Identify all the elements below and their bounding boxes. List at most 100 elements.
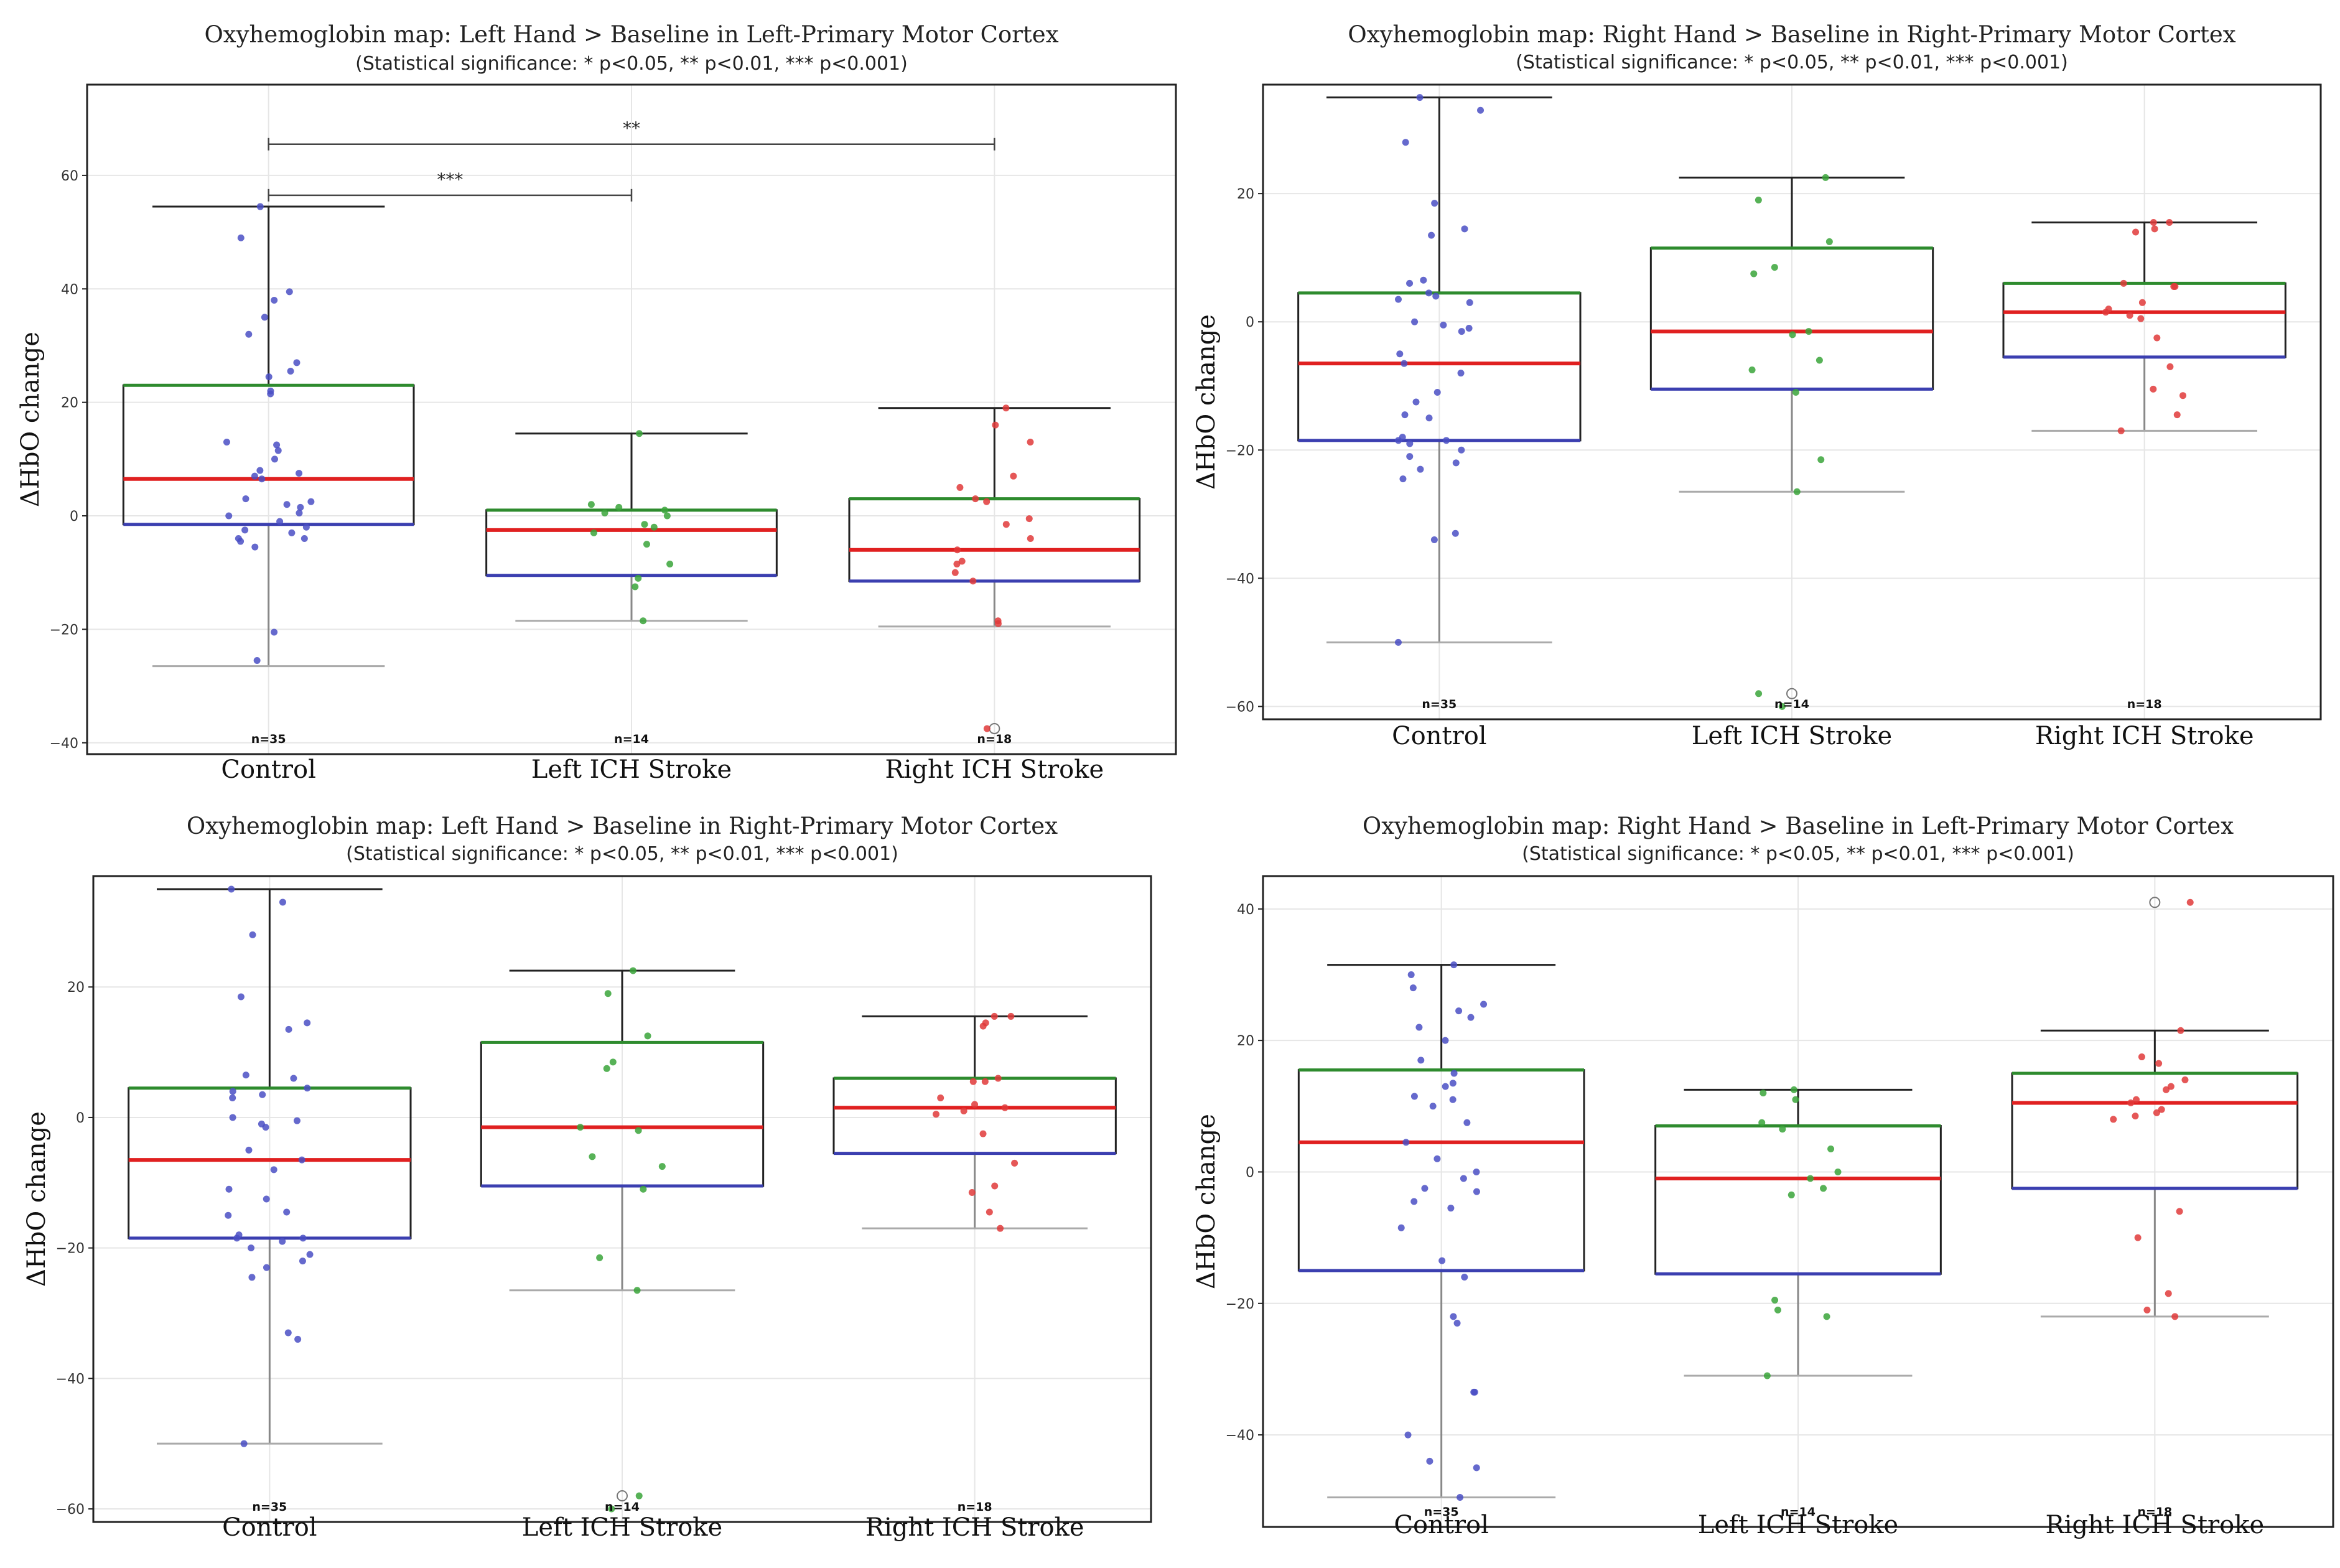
data-point xyxy=(294,1335,302,1343)
data-point xyxy=(1817,456,1825,464)
data-point xyxy=(1470,1388,1478,1396)
data-point xyxy=(284,1329,292,1337)
data-point xyxy=(997,1225,1004,1232)
y-axis-label: ΔHbO change xyxy=(16,332,45,507)
data-point xyxy=(259,1091,266,1098)
data-point xyxy=(1410,1198,1418,1205)
data-point xyxy=(650,523,658,531)
category-label: Right ICH Stroke xyxy=(885,755,1104,784)
chart-subtitle: (Statistical significance: * p<0.05, ** … xyxy=(355,53,908,75)
data-point xyxy=(1412,398,1420,406)
data-point xyxy=(276,518,284,525)
n-label: n=35 xyxy=(252,1500,287,1514)
data-point xyxy=(608,1505,615,1513)
data-point xyxy=(237,993,245,1001)
data-point xyxy=(1007,1012,1015,1020)
n-label: n=18 xyxy=(2137,1505,2172,1519)
data-point xyxy=(1428,231,1435,239)
data-point xyxy=(1404,1431,1412,1439)
data-point xyxy=(299,1234,307,1242)
chart-subtitle: (Statistical significance: * p<0.05, ** … xyxy=(1522,843,2074,865)
data-point xyxy=(1460,1175,1467,1182)
data-point xyxy=(658,1163,666,1170)
box-2 xyxy=(485,432,778,622)
box-3 xyxy=(832,1015,1117,1230)
data-point xyxy=(2186,898,2194,906)
data-point xyxy=(2138,299,2146,306)
significance-label: *** xyxy=(437,169,463,190)
data-point xyxy=(2132,1113,2139,1120)
data-point xyxy=(299,1258,306,1265)
category-label: Control xyxy=(221,755,316,784)
data-point xyxy=(270,1166,277,1174)
data-point xyxy=(991,1012,998,1020)
data-point xyxy=(1793,488,1801,495)
data-point xyxy=(635,430,643,437)
data-point xyxy=(2102,309,2109,316)
data-point xyxy=(971,1101,979,1108)
data-point xyxy=(1758,1119,1766,1126)
data-point xyxy=(1010,472,1017,480)
data-point xyxy=(1407,971,1415,978)
data-point xyxy=(1402,1139,1410,1146)
data-point xyxy=(1458,328,1465,335)
data-point xyxy=(1394,296,1402,303)
data-point xyxy=(2171,1313,2179,1320)
data-point xyxy=(603,1065,610,1072)
data-point xyxy=(972,495,979,503)
data-point xyxy=(1416,94,1424,101)
significance-bracket: *** xyxy=(268,169,633,202)
y-axis-label: ΔHbO change xyxy=(1192,1114,1221,1289)
data-point xyxy=(297,503,304,511)
data-point xyxy=(1401,360,1408,367)
box-1 xyxy=(1297,964,1585,1498)
data-point xyxy=(1001,1104,1009,1111)
data-point xyxy=(986,1208,993,1216)
data-point xyxy=(1805,328,1812,335)
data-point xyxy=(2153,334,2161,342)
data-point xyxy=(279,898,286,906)
chart-panel-right-hand-right-m1: Oxyhemoglobin map: Right Hand > Baseline… xyxy=(1176,0,2339,784)
n-label: n=18 xyxy=(958,1500,992,1514)
data-point xyxy=(960,1107,967,1114)
data-point xyxy=(601,509,608,516)
data-point xyxy=(304,1019,311,1027)
data-point xyxy=(1425,289,1432,297)
boxplot-svg: Oxyhemoglobin map: Right Hand > Baseline… xyxy=(1192,21,2322,750)
box-1 xyxy=(128,888,412,1445)
data-point xyxy=(288,529,296,536)
data-point xyxy=(245,330,253,338)
y-tick-label: 0 xyxy=(1246,1165,1254,1180)
data-point xyxy=(2177,1027,2184,1034)
category-label: Control xyxy=(222,1513,317,1542)
data-point xyxy=(301,534,308,542)
data-point xyxy=(251,543,259,551)
data-point xyxy=(1420,276,1427,284)
data-point xyxy=(258,475,266,483)
y-tick-label: −40 xyxy=(1226,1428,1254,1444)
data-point xyxy=(1449,1096,1457,1103)
data-point xyxy=(302,523,310,531)
data-point xyxy=(1778,702,1786,710)
n-label: n=14 xyxy=(614,732,649,746)
data-point xyxy=(1395,437,1402,444)
data-point xyxy=(1823,1313,1830,1320)
data-point xyxy=(1450,961,1458,969)
data-point xyxy=(253,657,261,665)
data-point xyxy=(1771,264,1778,271)
data-point xyxy=(1394,638,1402,646)
data-point xyxy=(229,1114,236,1121)
data-point xyxy=(2126,312,2133,319)
data-point xyxy=(245,1146,253,1154)
data-point xyxy=(1027,438,1034,446)
n-label: n=18 xyxy=(977,732,1012,746)
data-point xyxy=(1790,1086,1797,1093)
data-point xyxy=(968,1189,976,1197)
data-point xyxy=(1438,1257,1446,1264)
data-point xyxy=(1820,1185,1827,1192)
significance-bracket: ** xyxy=(268,118,995,151)
data-point xyxy=(1750,270,1758,278)
data-point xyxy=(267,390,274,398)
data-point xyxy=(958,558,966,565)
data-point xyxy=(256,467,264,474)
